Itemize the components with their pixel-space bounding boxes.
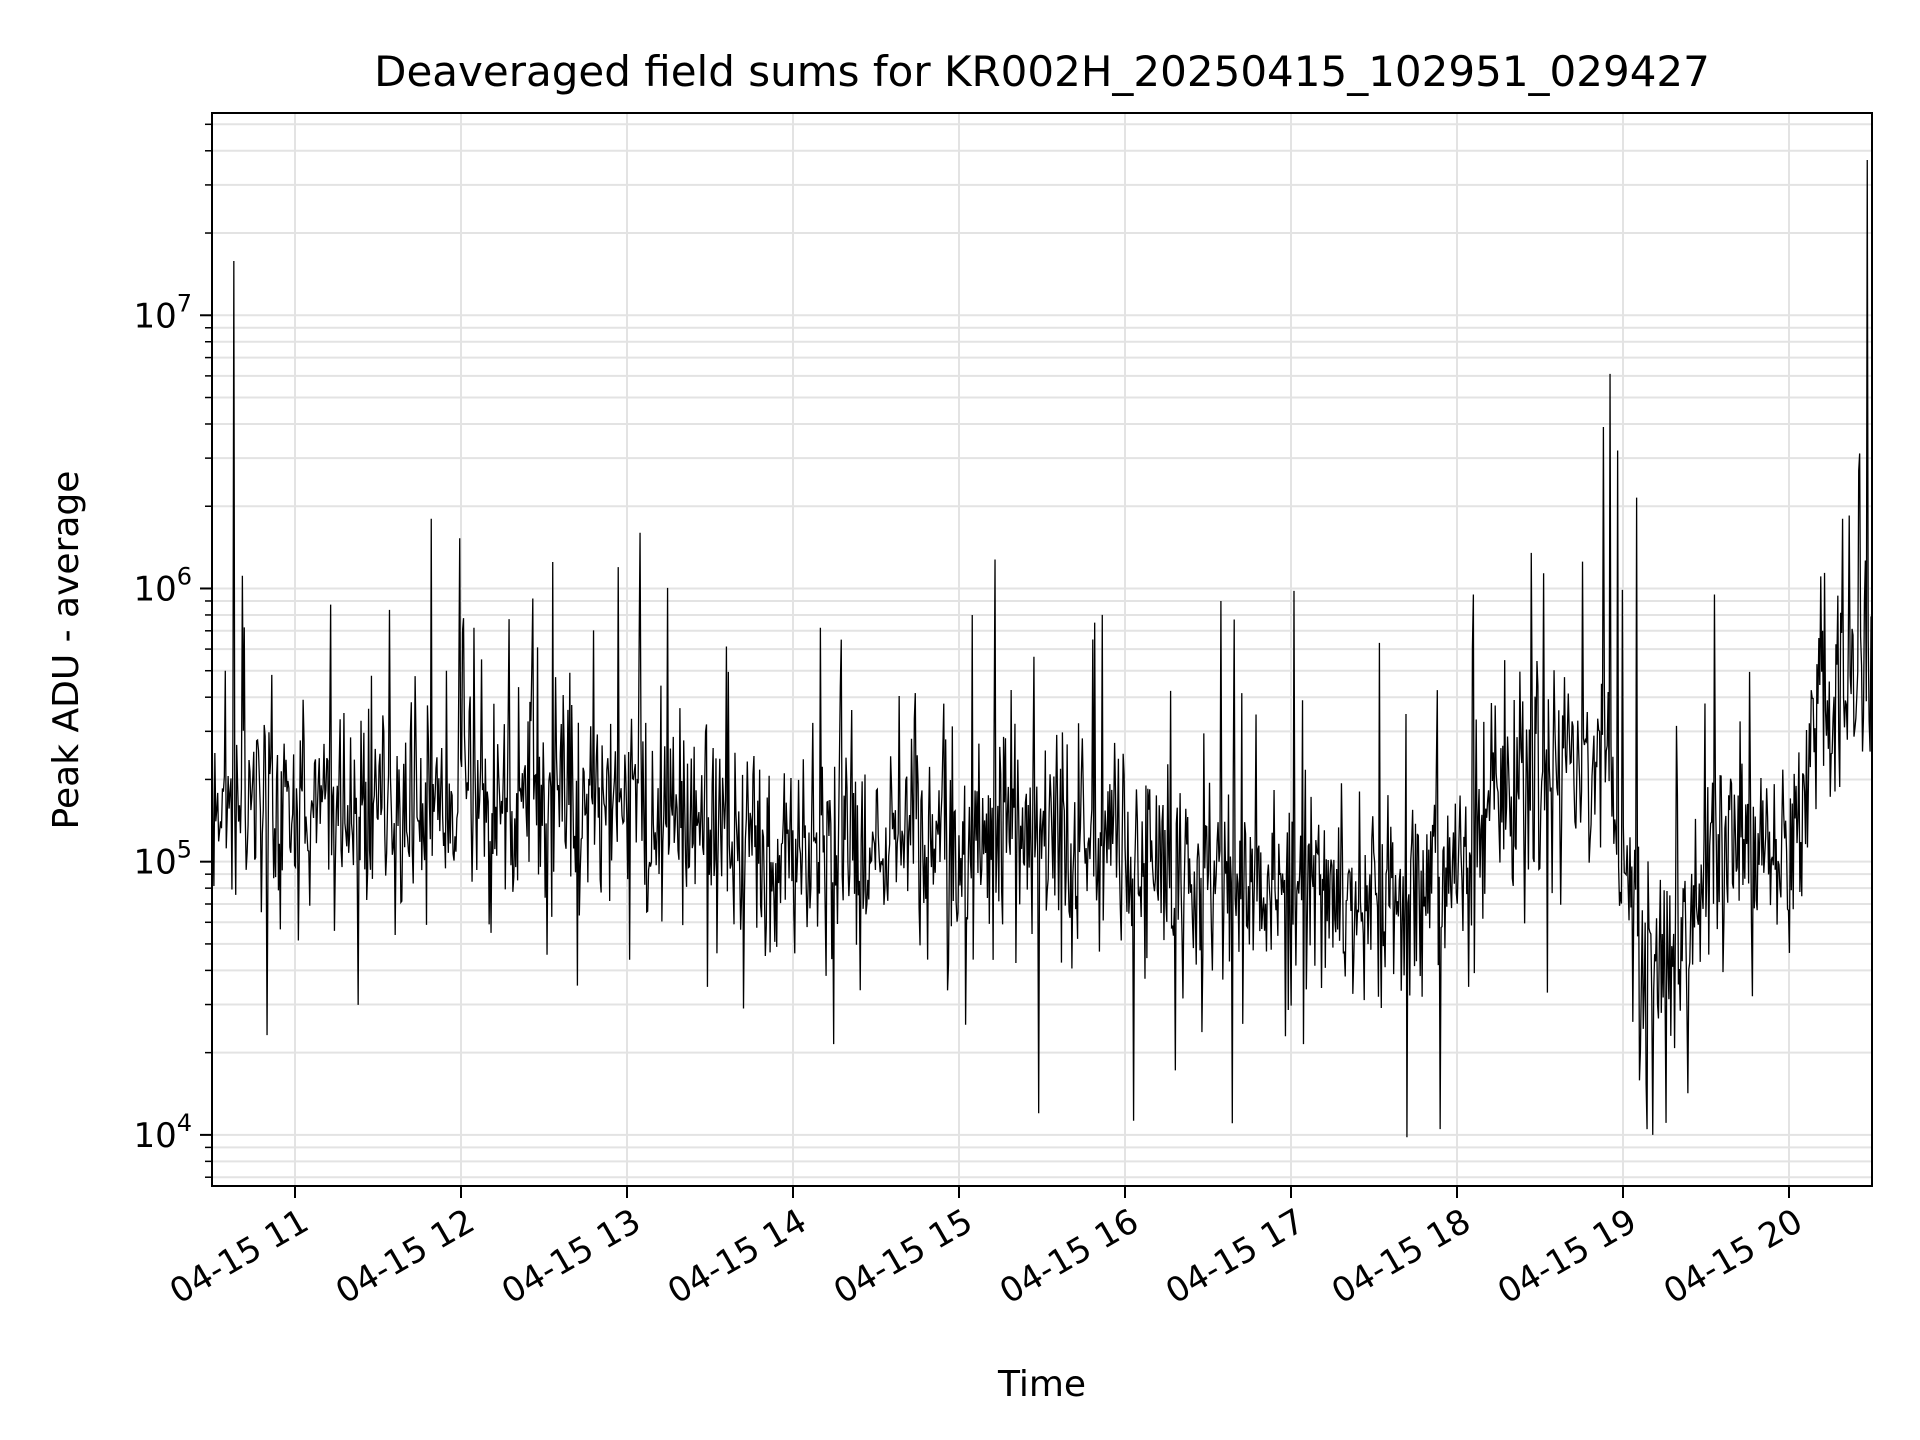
y-tick-exponent: 4 [177,1109,192,1137]
x-axis-label: Time [997,1364,1086,1405]
y-tick-exponent: 6 [177,562,192,590]
y-tick-base: 10 [133,296,176,336]
y-tick-exponent: 5 [177,836,192,864]
y-tick-base: 10 [133,569,176,609]
y-tick-base: 10 [133,843,176,883]
y-axis-label: Peak ADU - average [46,471,87,830]
y-tick-label: 104 [133,1109,192,1156]
y-tick-base: 10 [133,1116,176,1156]
chart-title: Deaveraged field sums for KR002H_2025041… [374,47,1710,96]
y-tick-label: 107 [133,289,192,336]
series-line [211,160,1873,1138]
y-tick-label: 106 [133,562,192,609]
grid-lines [212,113,1872,1186]
data-series [211,160,1873,1138]
y-tick-label: 105 [133,836,192,883]
y-tick-exponent: 7 [177,289,192,317]
